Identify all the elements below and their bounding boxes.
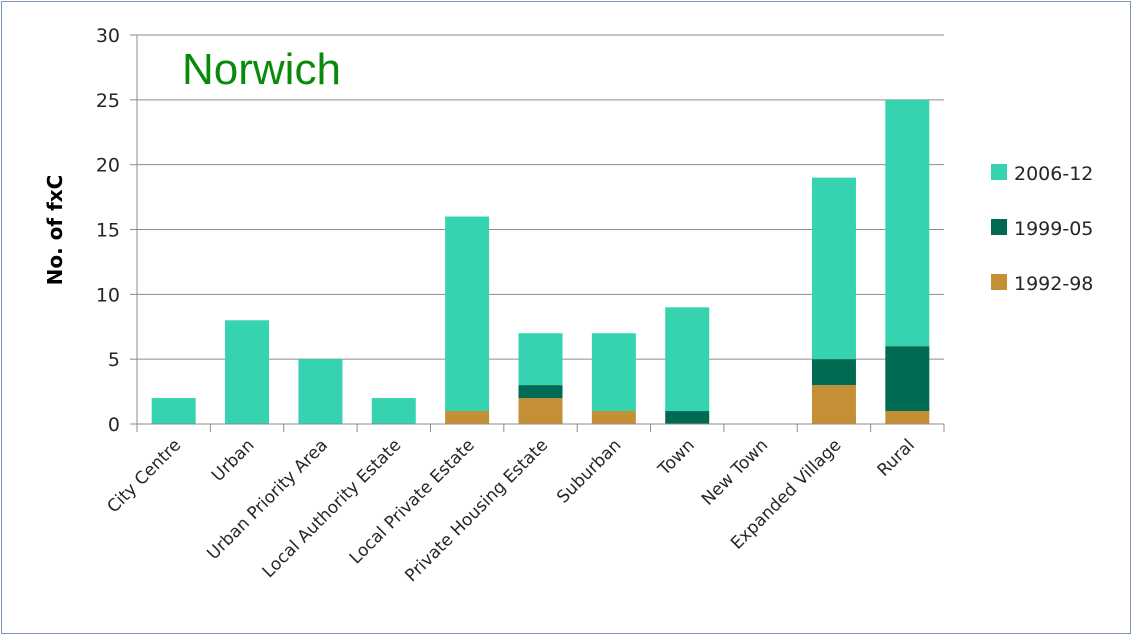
x-tick-label: City Centre bbox=[103, 435, 185, 517]
gridlines bbox=[130, 34, 944, 425]
bar-segment bbox=[298, 359, 343, 424]
bar-segment bbox=[885, 99, 930, 347]
x-tick-label: Local Authority Estate bbox=[259, 435, 406, 582]
y-tick-label: 25 bbox=[96, 90, 120, 112]
bar-segment bbox=[151, 398, 196, 424]
bar-segment bbox=[811, 359, 856, 386]
y-tick-label: 30 bbox=[96, 25, 120, 47]
bar-segment bbox=[885, 346, 930, 412]
x-tick-label: Local Private Estate bbox=[346, 435, 479, 568]
x-tick-label: Rural bbox=[874, 435, 919, 480]
legend-label: 1992-98 bbox=[1014, 273, 1093, 295]
y-tick-label: 20 bbox=[96, 155, 120, 177]
y-tick-label: 15 bbox=[96, 220, 120, 242]
x-tick-label: Private Housing Estate bbox=[401, 435, 552, 586]
bar-segment bbox=[225, 320, 270, 424]
legend: 2006-12 1999-05 1992-98 bbox=[991, 163, 1093, 295]
bar-segment bbox=[665, 411, 710, 424]
bar-segment bbox=[811, 385, 856, 424]
legend-swatch bbox=[991, 274, 1007, 290]
bar-segment bbox=[518, 333, 563, 386]
y-tick-label: 0 bbox=[108, 414, 120, 436]
y-tick-label: 10 bbox=[96, 284, 120, 306]
legend-swatch bbox=[991, 164, 1007, 180]
bar-segment bbox=[518, 385, 563, 399]
y-tick-label: 5 bbox=[108, 349, 120, 371]
axes bbox=[136, 35, 945, 432]
bar-segment bbox=[885, 411, 930, 424]
bar-segment bbox=[591, 411, 636, 424]
legend-swatch bbox=[991, 219, 1007, 235]
legend-label: 2006-12 bbox=[1014, 163, 1093, 185]
bar-segment bbox=[665, 307, 710, 412]
y-axis-label: No. of fxC bbox=[43, 175, 67, 286]
x-tick-label: New Town bbox=[698, 435, 772, 509]
x-tick-label: Suburban bbox=[553, 435, 625, 507]
bar-segment bbox=[518, 398, 563, 424]
y-tick-labels: 0 5 10 15 20 25 30 bbox=[96, 25, 120, 436]
x-tick-label: Urban bbox=[208, 435, 259, 486]
chart-title: Norwich bbox=[182, 45, 341, 94]
x-tick-label: Town bbox=[654, 435, 699, 480]
x-tick-label: Urban Priority Area bbox=[203, 435, 332, 564]
bar-segment bbox=[445, 411, 490, 424]
bar-segment bbox=[811, 177, 856, 360]
bar-segment bbox=[591, 333, 636, 412]
bar-segment bbox=[445, 216, 490, 412]
bars bbox=[151, 99, 930, 424]
bar-segment bbox=[371, 398, 416, 424]
legend-label: 1999-05 bbox=[1014, 218, 1093, 240]
